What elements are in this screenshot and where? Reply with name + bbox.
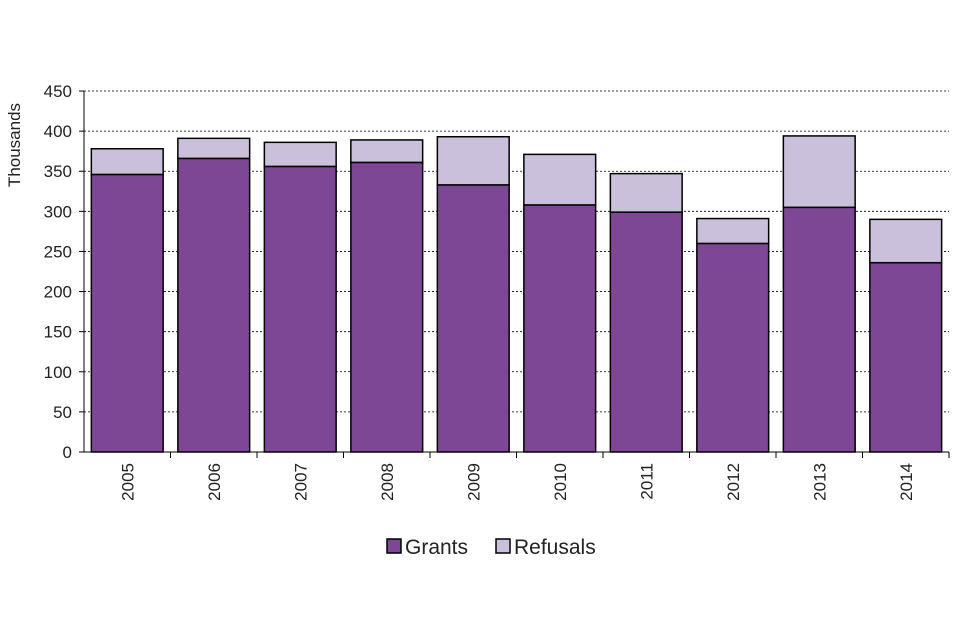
x-tick-label: 2014 [897, 463, 916, 501]
bar-refusals-2009 [436, 135, 510, 186]
y-tick-label: 350 [44, 162, 72, 181]
bar-refusals-2006 [177, 137, 251, 160]
bar-refusals-2008 [350, 139, 424, 164]
x-tick-label: 2011 [637, 463, 656, 500]
y-axis-title: Thousands [5, 103, 24, 187]
legend: Grants Refusals [386, 536, 596, 559]
bar-grants-2010 [523, 204, 597, 453]
bar-grants-2008 [350, 161, 424, 453]
legend-swatch-refusals [495, 538, 511, 554]
y-tick-label: 300 [44, 202, 72, 221]
x-tick-label: 2007 [291, 463, 310, 501]
x-tick-label: 2012 [724, 463, 743, 501]
legend-label-grants: Grants [405, 536, 468, 559]
legend-item-refusals: Refusals [495, 536, 596, 559]
bar-refusals-2005 [90, 148, 164, 176]
y-tick-label: 450 [44, 82, 72, 101]
tick-labels: 0 50 100 150 200 250 300 350 400 450 2005 2006 2007 2… [44, 82, 916, 501]
y-tick-label: 50 [53, 403, 72, 422]
bar-grants-2009 [436, 184, 510, 453]
bar-refusals-2007 [263, 141, 337, 168]
bar-refusals-2014 [869, 218, 943, 264]
legend-label-refusals: Refusals [514, 536, 596, 559]
legend-item-grants: Grants [386, 536, 468, 559]
bar-grants-2006 [177, 157, 251, 453]
bars [90, 135, 943, 453]
x-tick-label: 2013 [810, 463, 829, 501]
x-tick-label: 2010 [551, 463, 570, 501]
x-tick-label: 2009 [464, 463, 483, 501]
x-tick-label: 2006 [205, 463, 224, 501]
bar-refusals-2012 [696, 217, 770, 245]
legend-swatch-grants [386, 538, 402, 554]
y-tick-label: 150 [44, 323, 72, 342]
bar-grants-2007 [263, 165, 337, 453]
y-tick-label: 400 [44, 122, 72, 141]
bar-refusals-2010 [523, 153, 597, 206]
y-tick-label: 0 [63, 443, 72, 462]
bar-grants-2012 [696, 242, 770, 453]
bar-grants-2005 [90, 173, 164, 453]
bar-grants-2013 [782, 206, 856, 453]
y-tick-label: 250 [44, 242, 72, 261]
x-tick-label: 2008 [378, 463, 397, 501]
axes [79, 90, 950, 458]
bar-refusals-2013 [782, 135, 856, 209]
y-tick-label: 100 [44, 363, 72, 382]
bar-grants-2011 [609, 211, 683, 453]
bar-grants-2014 [869, 261, 943, 453]
bar-refusals-2011 [609, 172, 683, 213]
x-tick-label: 2005 [118, 463, 137, 501]
y-tick-label: 200 [44, 283, 72, 302]
